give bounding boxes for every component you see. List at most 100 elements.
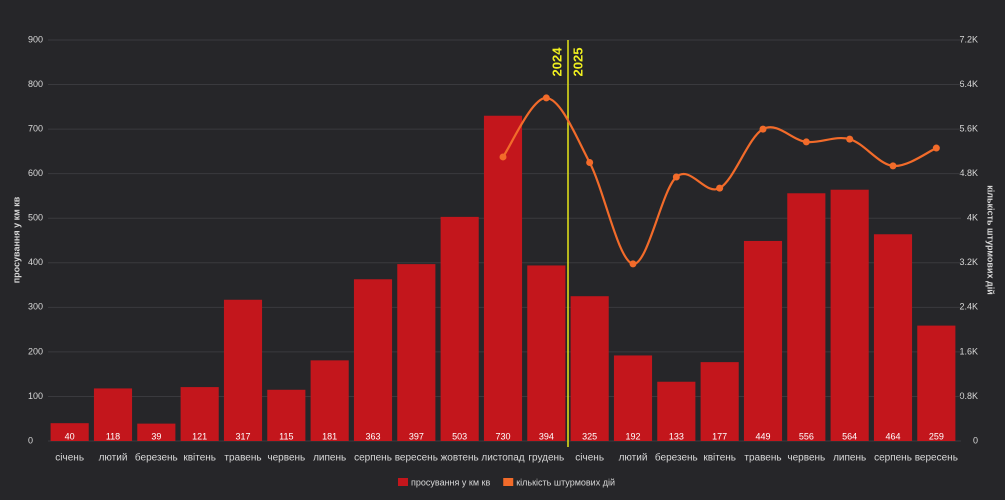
x-tick-label: травень <box>224 453 261 464</box>
bar-value-label: 115 <box>279 431 293 441</box>
bar-value-label: 325 <box>582 431 597 441</box>
line-point <box>802 138 810 146</box>
bar-value-label: 133 <box>669 431 684 441</box>
bar <box>613 355 653 441</box>
y2-axis-title: кількість штурмових дій <box>986 185 996 294</box>
x-tick-label: червень <box>787 453 825 464</box>
bar-value-label: 177 <box>712 431 727 441</box>
bar <box>527 265 566 441</box>
y-tick-label: 600 <box>28 168 43 178</box>
y-tick-label: 100 <box>28 391 43 401</box>
bar <box>483 115 523 441</box>
bar-value-label: 181 <box>322 431 337 441</box>
legend-label: просування у км кв <box>411 477 490 487</box>
y-tick-label: 400 <box>28 257 43 267</box>
x-tick-label: лютий <box>619 453 648 464</box>
x-tick-label: липень <box>313 453 346 464</box>
line-point <box>846 135 854 143</box>
bar <box>657 381 696 441</box>
legend-swatch <box>503 478 514 486</box>
line-point <box>716 184 724 192</box>
x-tick-label: червень <box>267 453 305 464</box>
bar-value-label: 192 <box>625 431 640 441</box>
y2-tick-label: 7.2K <box>959 34 978 44</box>
line-point <box>672 173 680 181</box>
bar <box>917 325 956 441</box>
y2-tick-label: 4.8K <box>959 168 978 178</box>
bar <box>223 299 263 441</box>
y2-tick-label: 1.6K <box>959 346 978 356</box>
y-tick-label: 0 <box>28 435 33 445</box>
bar <box>700 362 739 441</box>
bar-value-label: 317 <box>235 431 250 441</box>
bar <box>570 296 609 441</box>
bar-value-label: 556 <box>799 431 814 441</box>
x-tick-label: квітень <box>703 453 736 464</box>
x-tick-label: квітень <box>183 453 216 464</box>
y-tick-label: 500 <box>28 213 43 223</box>
line-point <box>629 260 637 268</box>
y-tick-label: 700 <box>28 123 43 133</box>
y2-tick-label: 3.2K <box>959 257 978 267</box>
y-tick-label: 800 <box>28 79 43 89</box>
bar <box>353 279 393 441</box>
x-tick-label: вересень <box>915 453 958 464</box>
x-tick-label: лютий <box>99 453 128 464</box>
line-point <box>586 159 594 167</box>
legend-label: кількість штурмових дій <box>516 477 615 487</box>
x-tick-label: вересень <box>395 453 438 464</box>
bar-value-label: 730 <box>495 431 510 441</box>
bar <box>93 388 133 441</box>
x-tick-label: серпень <box>354 453 392 464</box>
line-point <box>889 162 897 170</box>
bar-value-label: 121 <box>192 431 207 441</box>
year-annotation: 2025 <box>570 48 585 77</box>
x-tick-label: липень <box>833 453 866 464</box>
line-point <box>759 125 767 133</box>
bar-value-label: 503 <box>452 431 467 441</box>
bar <box>830 189 869 441</box>
y-tick-label: 900 <box>28 34 43 44</box>
bar-value-label: 118 <box>106 431 120 441</box>
bar-value-label: 564 <box>842 431 857 441</box>
x-tick-label: січень <box>55 453 84 464</box>
y2-tick-label: 0 <box>973 435 978 445</box>
bar-value-label: 464 <box>885 431 900 441</box>
y-axis-title: просування у км кв <box>11 196 21 283</box>
y2-tick-label: 4K <box>967 213 978 223</box>
line-point <box>932 144 940 152</box>
y-tick-label: 200 <box>28 346 43 356</box>
bar-value-label: 397 <box>409 431 424 441</box>
bar <box>180 387 219 441</box>
line-point <box>499 153 507 161</box>
bar-value-label: 363 <box>365 431 380 441</box>
y2-tick-label: 0.8K <box>959 391 978 401</box>
bar <box>267 389 306 441</box>
legend-swatch <box>398 478 408 486</box>
bar-value-label: 394 <box>539 431 554 441</box>
y2-tick-label: 6.4K <box>959 79 978 89</box>
x-tick-label: серпень <box>874 453 912 464</box>
y2-tick-label: 5.6K <box>959 123 978 133</box>
x-tick-label: жовтень <box>441 453 479 464</box>
bar <box>50 423 89 441</box>
bar <box>310 360 349 441</box>
bar-value-label: 39 <box>151 431 161 441</box>
y2-tick-label: 2.4K <box>959 302 978 312</box>
x-tick-label: березень <box>135 452 178 464</box>
x-tick-label: травень <box>744 453 781 464</box>
bar <box>743 240 783 441</box>
year-annotation: 2024 <box>549 47 564 77</box>
x-tick-label: березень <box>655 452 698 464</box>
bar-value-label: 40 <box>65 431 75 441</box>
bar-value-label: 449 <box>755 431 770 441</box>
x-tick-label: грудень <box>528 453 564 464</box>
bar <box>873 234 913 441</box>
bar <box>440 216 479 441</box>
y-tick-label: 300 <box>28 302 43 312</box>
bar <box>137 423 176 441</box>
x-tick-label: січень <box>575 453 604 464</box>
line-point <box>542 94 550 102</box>
bar-value-label: 259 <box>929 431 944 441</box>
x-tick-label: листопад <box>481 453 524 464</box>
